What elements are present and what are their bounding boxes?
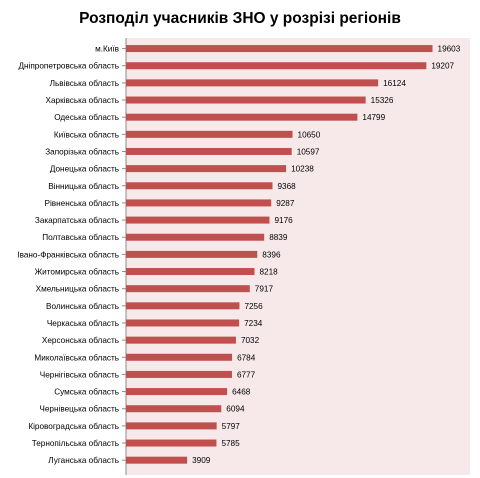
bar	[126, 165, 287, 173]
data-label: 9287	[276, 199, 295, 208]
category-label: м.Київ	[95, 45, 119, 54]
bar	[126, 319, 240, 327]
data-label: 9176	[274, 216, 293, 225]
data-label: 8218	[259, 268, 278, 277]
data-label: 3909	[192, 456, 211, 465]
bar	[126, 216, 270, 224]
data-label: 7032	[241, 336, 260, 345]
data-label: 6777	[237, 370, 256, 379]
data-label: 10597	[297, 147, 320, 156]
category-label: Запорізька область	[45, 147, 119, 156]
category-label: Закарпатська область	[35, 216, 119, 225]
chart-title: Розподіл учасників ЗНО у розрізі регіоні…	[79, 10, 401, 27]
data-label: 10238	[291, 165, 314, 174]
category-label: Полтавська область	[42, 233, 119, 242]
data-label: 7234	[244, 319, 263, 328]
category-label: Херсонська область	[42, 336, 119, 345]
bar	[126, 268, 255, 276]
category-label: Чернігівська область	[40, 370, 119, 379]
category-label: Одеська область	[54, 113, 119, 122]
category-label: Івано-Франківська область	[17, 250, 119, 259]
category-label: Кіровоградська область	[28, 422, 119, 431]
bar	[126, 456, 188, 464]
data-label: 10650	[298, 130, 321, 139]
bar	[126, 439, 217, 447]
bar	[126, 233, 265, 241]
bar	[126, 285, 250, 293]
data-label: 7917	[255, 285, 274, 294]
category-label: Миколаївська область	[34, 353, 119, 362]
category-label: Черкаська область	[47, 319, 119, 328]
data-label: 6094	[226, 405, 245, 414]
bar	[126, 96, 366, 104]
data-label: 8396	[262, 250, 281, 259]
data-label: 19207	[431, 62, 454, 71]
category-label: Тернопільська область	[32, 439, 119, 448]
bar	[126, 130, 293, 138]
category-label: Рівненська область	[45, 199, 120, 208]
data-label: 14799	[362, 113, 385, 122]
category-label: Хмельницька область	[36, 285, 119, 294]
bar	[126, 147, 292, 155]
category-label: Донецька область	[50, 165, 119, 174]
bar	[126, 45, 433, 53]
bar	[126, 62, 427, 70]
bar	[126, 353, 233, 361]
category-label: Житомирська область	[35, 268, 119, 277]
bar	[126, 182, 273, 190]
data-label: 6784	[237, 353, 256, 362]
category-label: Вінницька область	[48, 182, 119, 191]
category-label: Луганська область	[48, 456, 119, 465]
category-label: Чернівецька область	[39, 405, 119, 414]
data-label: 9368	[277, 182, 296, 191]
category-label: Дніпропетровська область	[18, 62, 119, 71]
bar	[126, 370, 232, 378]
bar	[126, 422, 217, 430]
bar	[126, 79, 379, 87]
bar	[126, 302, 240, 310]
category-label: Харківська область	[46, 96, 120, 105]
category-label: Київська область	[54, 130, 119, 139]
data-label: 8839	[269, 233, 288, 242]
data-label: 16124	[383, 79, 406, 88]
bar	[126, 388, 228, 396]
data-label: 15326	[371, 96, 394, 105]
category-label: Сумська область	[54, 388, 119, 397]
category-label: Волинська область	[46, 302, 119, 311]
bar	[126, 405, 222, 413]
bar	[126, 199, 272, 207]
bar	[126, 113, 358, 121]
data-label: 7256	[244, 302, 263, 311]
data-label: 5785	[221, 439, 240, 448]
data-label: 19603	[438, 45, 461, 54]
bars-layer: м.Київ 19603 Дніпропетровська область 19207…	[17, 38, 461, 475]
bar	[126, 336, 236, 344]
bar	[126, 250, 258, 258]
data-label: 5797	[222, 422, 241, 431]
data-label: 6468	[232, 388, 251, 397]
category-label: Львівська область	[50, 79, 119, 88]
